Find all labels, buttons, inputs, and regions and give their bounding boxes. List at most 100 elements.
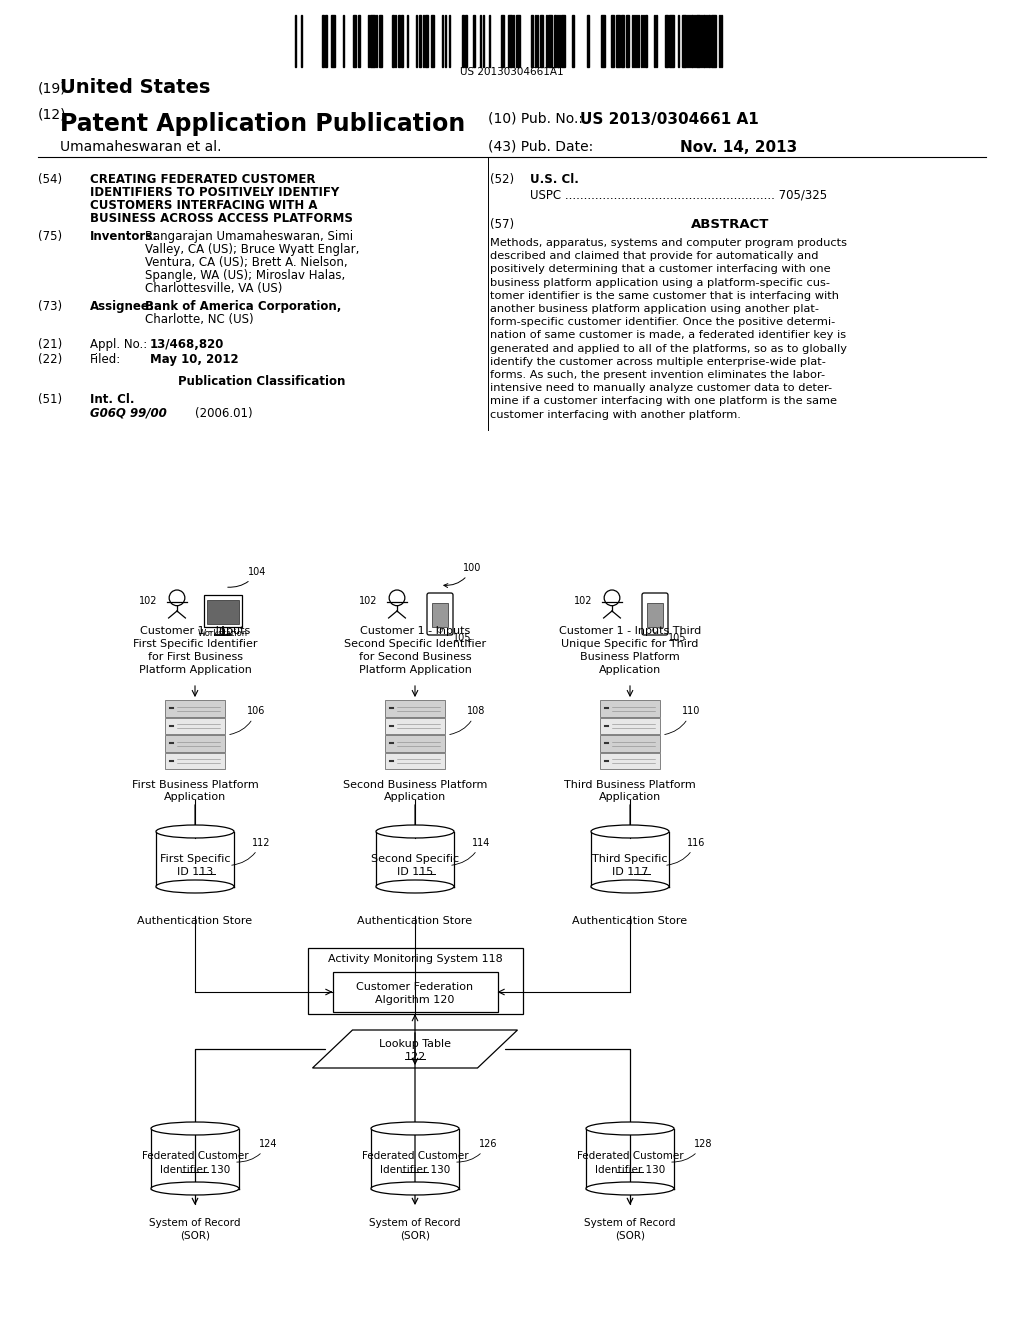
Text: Identifier 130: Identifier 130 [160, 1164, 230, 1175]
Text: Filed:: Filed: [90, 352, 121, 366]
Text: 122: 122 [404, 1052, 426, 1063]
Bar [165, 700, 225, 717]
Circle shape [437, 627, 442, 632]
Text: business platform application using a platform-specific cus-: business platform application using a pl… [490, 277, 830, 288]
Bar [353, 15, 356, 67]
Text: 112: 112 [231, 837, 270, 865]
Text: mine if a customer interfacing with one platform is the same: mine if a customer interfacing with one … [490, 396, 837, 407]
Text: CUSTOMERS INTERFACING WITH A: CUSTOMERS INTERFACING WITH A [90, 199, 317, 213]
Bar [465, 15, 467, 67]
Text: Application: Application [164, 792, 226, 803]
Text: First Specific Identifier: First Specific Identifier [133, 639, 257, 649]
Bar [473, 15, 475, 67]
Text: Publication Classification: Publication Classification [178, 375, 346, 388]
Bar [601, 15, 605, 67]
Text: (57): (57) [490, 218, 514, 231]
Text: customer interfacing with another platform.: customer interfacing with another platfo… [490, 409, 741, 420]
Text: 110: 110 [665, 706, 700, 734]
Bar [711, 15, 716, 67]
Text: Charlottesville, VA (US): Charlottesville, VA (US) [145, 282, 283, 294]
Text: Application: Application [599, 792, 662, 803]
Ellipse shape [591, 825, 669, 838]
Bar [508, 15, 512, 67]
Text: (22): (22) [38, 352, 62, 366]
Text: Assignee:: Assignee: [90, 300, 155, 313]
Text: (SOR): (SOR) [180, 1230, 210, 1239]
Text: System of Record: System of Record [585, 1218, 676, 1228]
Text: Authentication Store: Authentication Store [572, 916, 687, 927]
Text: Second Specific Identifier: Second Specific Identifier [344, 639, 486, 649]
Bar [516, 15, 520, 67]
Bar [165, 752, 225, 770]
Text: ID 117: ID 117 [611, 867, 648, 876]
Text: Platform Application: Platform Application [358, 665, 471, 675]
Bar [572, 15, 574, 67]
Text: System of Record: System of Record [150, 1218, 241, 1228]
Text: 116: 116 [667, 837, 706, 865]
Bar [691, 15, 693, 67]
Bar [379, 15, 382, 67]
Bar [616, 15, 620, 67]
Text: intensive need to manually analyze customer data to deter-: intensive need to manually analyze custo… [490, 383, 833, 393]
Text: Business Platform: Business Platform [581, 652, 680, 663]
Text: (2006.01): (2006.01) [195, 407, 253, 420]
Text: Methods, apparatus, systems and computer program products: Methods, apparatus, systems and computer… [490, 238, 847, 248]
Bar [647, 603, 663, 627]
Bar [645, 15, 647, 67]
Text: Platform Application: Platform Application [138, 665, 252, 675]
Bar [431, 15, 434, 67]
Bar [165, 718, 225, 734]
Bar [611, 15, 614, 67]
Bar [385, 752, 445, 770]
Text: ABSTRACT: ABSTRACT [691, 218, 769, 231]
Bar [462, 15, 464, 67]
Bar [156, 832, 234, 887]
Text: 126: 126 [457, 1139, 498, 1162]
Bar [425, 15, 428, 67]
Text: 105: 105 [668, 634, 686, 643]
Text: US 20130304661A1: US 20130304661A1 [460, 67, 564, 77]
Text: Authentication Store: Authentication Store [357, 916, 472, 927]
Bar [554, 15, 556, 67]
Text: (43) Pub. Date:: (43) Pub. Date: [488, 140, 593, 154]
Text: Customer 1 - Inputs: Customer 1 - Inputs [140, 626, 250, 636]
Text: (10) Pub. No.:: (10) Pub. No.: [488, 112, 583, 125]
Bar [665, 15, 668, 67]
Text: Algorithm 120: Algorithm 120 [376, 995, 455, 1005]
Bar [333, 972, 498, 1012]
FancyBboxPatch shape [427, 593, 453, 635]
Text: Lookup Table: Lookup Table [379, 1039, 451, 1049]
Bar [501, 15, 504, 67]
Text: Customer 1 - Inputs: Customer 1 - Inputs [359, 626, 470, 636]
Bar [696, 15, 700, 67]
Ellipse shape [591, 880, 669, 894]
Text: US 2013/0304661 A1: US 2013/0304661 A1 [580, 112, 759, 127]
Text: Application: Application [599, 665, 662, 675]
Text: CREATING FEDERATED CUSTOMER: CREATING FEDERATED CUSTOMER [90, 173, 315, 186]
Text: form-specific customer identifier. Once the positive determi-: form-specific customer identifier. Once … [490, 317, 836, 327]
Bar [548, 15, 552, 67]
Bar [151, 1129, 239, 1188]
Text: Patent Application Publication: Patent Application Publication [60, 112, 465, 136]
Text: for Second Business: for Second Business [358, 652, 471, 663]
Ellipse shape [586, 1122, 674, 1135]
Text: 106: 106 [229, 706, 265, 734]
Bar [626, 15, 629, 67]
Bar [419, 15, 421, 67]
Text: Inventors:: Inventors: [90, 230, 158, 243]
Text: generated and applied to all of the platforms, so as to globally: generated and applied to all of the plat… [490, 343, 847, 354]
Text: First Specific: First Specific [160, 854, 230, 863]
Ellipse shape [376, 880, 454, 894]
Text: Spangle, WA (US); Miroslav Halas,: Spangle, WA (US); Miroslav Halas, [145, 269, 345, 282]
Text: (SOR): (SOR) [400, 1230, 430, 1239]
Ellipse shape [371, 1122, 459, 1135]
Text: Federated Customer: Federated Customer [361, 1151, 468, 1162]
Bar [392, 15, 394, 67]
Bar [561, 15, 565, 67]
Ellipse shape [586, 1181, 674, 1195]
Text: Charlotte, NC (US): Charlotte, NC (US) [145, 313, 254, 326]
Text: Appl. No.:: Appl. No.: [90, 338, 151, 351]
Bar [398, 15, 400, 67]
Bar [669, 15, 674, 67]
Text: (19): (19) [38, 82, 67, 96]
